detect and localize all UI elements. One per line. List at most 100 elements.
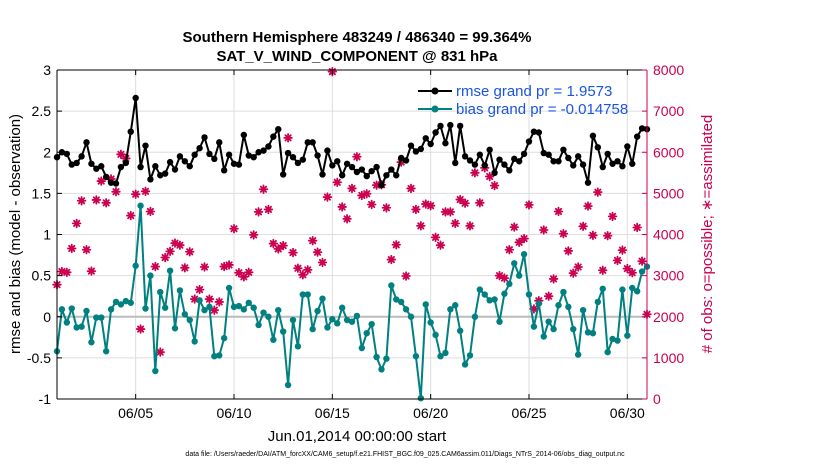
x-axis-label: Jun.01,2014 00:00:00 start	[268, 428, 447, 445]
obs-assimilated-marker	[155, 347, 165, 357]
x-tick-label: 06/25	[511, 405, 546, 421]
bias-point	[638, 268, 646, 275]
bias-point	[201, 306, 208, 314]
rmse-point	[201, 134, 208, 141]
rmse-point	[560, 146, 567, 153]
rmse-point	[294, 159, 302, 167]
rmse-point	[407, 142, 415, 149]
rmse-point	[397, 154, 405, 162]
ticks: 06/05 06/10 06/15 06/20 06/25 06/30 -1 -0.5 0 0.5…	[27, 62, 684, 421]
rmse-point	[486, 146, 493, 153]
rmse-point	[83, 139, 90, 146]
obs-asterisk-stroke	[318, 258, 327, 267]
bias-point	[211, 353, 218, 360]
bias-point	[466, 352, 474, 359]
obs-assimilated-marker	[450, 218, 460, 229]
rmse-point	[137, 163, 144, 171]
rmse-point	[186, 163, 193, 170]
rmse-point	[216, 139, 223, 146]
bias-point	[624, 332, 631, 339]
rmse-point	[319, 171, 326, 178]
rmse-point	[206, 150, 213, 158]
obs-assimilated-marker	[381, 203, 392, 213]
rmse-point	[437, 122, 444, 130]
y-tick-label-right: 2000	[653, 309, 684, 325]
obs-assimilated-marker	[563, 246, 574, 256]
bias-point	[102, 348, 110, 355]
obs-asterisk-stroke	[314, 248, 322, 256]
rmse-point	[466, 157, 474, 164]
bias-point	[614, 337, 621, 344]
rmse-point	[570, 162, 577, 169]
obs-asterisk-stroke	[574, 263, 582, 271]
rmse-point	[334, 158, 341, 165]
bias-point	[383, 355, 390, 362]
bias-point	[314, 307, 321, 315]
obs-assimilated-marker	[263, 204, 274, 215]
rmse-point	[117, 163, 125, 171]
bias-point	[58, 306, 66, 313]
obs-assimilated-marker	[204, 294, 215, 304]
bias-point	[422, 301, 429, 308]
obs-assimilated-marker	[578, 221, 588, 231]
obs-asterisk-stroke	[68, 244, 76, 253]
obs-asterisk-stroke	[210, 306, 218, 314]
bias-point	[570, 325, 577, 333]
rmse-point	[348, 163, 356, 171]
bias-point	[393, 296, 400, 303]
bias-point	[147, 272, 154, 279]
obs-asterisk-stroke	[382, 204, 390, 212]
rmse-point	[314, 152, 321, 159]
bias-point	[157, 288, 164, 296]
rmse-point	[402, 157, 410, 164]
obs-asterisk-stroke	[373, 181, 381, 189]
rmse-point	[279, 171, 287, 178]
obs-asterisk-stroke	[402, 272, 410, 280]
obs-assimilated-marker	[573, 262, 583, 272]
footer-data-file: data file: /Users/raeder/DAI/ATM_forcXX/…	[185, 451, 625, 458]
bias-point	[112, 298, 120, 306]
obs-assimilated-marker	[165, 246, 175, 257]
obs-asterisk-stroke	[82, 246, 91, 254]
rmse-point	[614, 158, 621, 165]
bias-point	[68, 305, 75, 312]
obs-assimilated-marker	[67, 243, 77, 254]
obs-assimilated-marker	[244, 267, 254, 278]
bias-point	[594, 298, 602, 306]
bias-point	[560, 288, 567, 296]
bias-point	[545, 318, 552, 325]
rmse-point	[412, 148, 420, 155]
y-tick-label-right: 8000	[653, 62, 684, 78]
obs-assimilated-marker	[460, 198, 470, 208]
obs-asterisk-stroke	[491, 182, 499, 190]
obs-asterisk-stroke	[599, 266, 607, 274]
y-tick-label-right: 3000	[653, 268, 684, 284]
bias-point	[535, 300, 543, 307]
obs-assimilated-marker	[199, 262, 210, 272]
y-tick-label-right: 1000	[653, 350, 684, 366]
bias-point	[186, 316, 193, 324]
obs-assimilated-marker	[342, 214, 352, 224]
bias-point	[584, 329, 592, 336]
obs-asterisk-stroke	[638, 257, 646, 265]
obs-asterisk-stroke	[181, 264, 189, 272]
obs-assimilated-marker	[135, 324, 146, 334]
obs-asterisk-stroke	[594, 188, 602, 196]
rmse-point	[594, 144, 602, 151]
rmse-point	[574, 153, 582, 160]
y-tick-label-left: 0	[43, 309, 51, 325]
obs-assimilated-marker	[553, 206, 564, 217]
bias-point	[619, 286, 626, 293]
bias-point	[132, 262, 139, 269]
bias-point	[402, 306, 410, 313]
obs-assimilated-marker	[239, 272, 249, 282]
bias-point	[555, 302, 562, 309]
rmse-point	[624, 143, 631, 150]
obs-assimilated-marker	[71, 218, 82, 229]
bias-point	[525, 291, 533, 298]
rmse-point	[579, 161, 587, 168]
obs-asterisk-stroke	[476, 199, 484, 207]
bias-point	[397, 298, 405, 306]
obs-asterisk-stroke	[525, 201, 533, 209]
